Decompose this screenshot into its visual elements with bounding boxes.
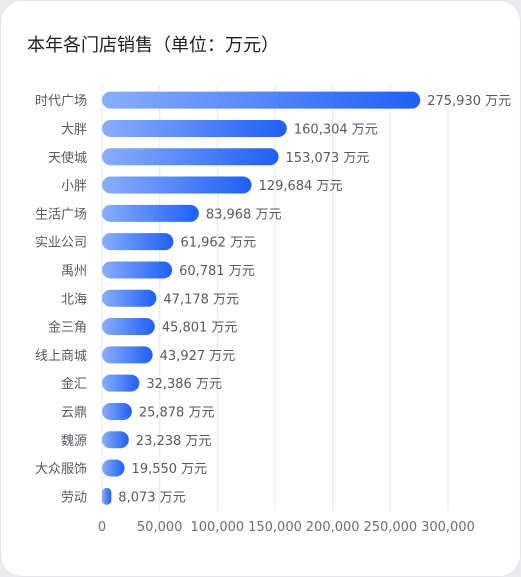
category-label: 云鼎 [61, 405, 87, 420]
value-label: 19,550 万元 [132, 462, 208, 477]
bar [102, 119, 287, 137]
value-label: 23,238 万元 [136, 434, 212, 449]
bar [102, 459, 125, 477]
bar [102, 346, 153, 364]
category-label: 禹州 [61, 264, 87, 279]
x-tick-label: 300,000 [421, 520, 475, 535]
bar [102, 402, 132, 420]
value-label: 45,801 万元 [162, 321, 238, 336]
value-label: 160,304 万元 [294, 122, 378, 137]
value-label: 47,178 万元 [163, 292, 239, 307]
bars [102, 91, 421, 505]
x-tick-label: 250,000 [363, 520, 417, 535]
bar [102, 487, 112, 505]
bar [102, 289, 157, 307]
bar [102, 431, 129, 449]
chart-title: 本年各门店销售（单位：万元） [27, 35, 279, 56]
category-label: 大胖 [61, 122, 87, 137]
x-tick-label: 150,000 [248, 520, 302, 535]
bar [102, 148, 279, 166]
bar [102, 318, 155, 336]
x-tick-label: 200,000 [306, 520, 360, 535]
category-label: 劳动 [61, 489, 87, 505]
category-label: 金汇 [61, 376, 87, 392]
category-label: 实业公司 [35, 236, 87, 251]
x-axis-ticks: 0 50,000 100,000 150,000 200,000 250,000 300,0… [98, 520, 475, 535]
value-label: 129,684 万元 [259, 179, 343, 194]
category-label: 北海 [61, 292, 87, 307]
x-tick-label: 0 [98, 520, 106, 535]
bar [102, 204, 199, 222]
value-label: 61,962 万元 [180, 236, 256, 251]
bar [102, 233, 174, 251]
category-label: 魏源 [61, 434, 87, 449]
value-label: 25,878 万元 [139, 405, 215, 420]
x-tick-label: 50,000 [137, 520, 183, 535]
value-label: 153,073 万元 [286, 151, 370, 166]
category-label: 小胖 [61, 179, 87, 194]
bar [102, 374, 140, 392]
bar [102, 91, 421, 109]
category-label: 生活广场 [35, 207, 87, 222]
category-label: 时代广场 [35, 94, 87, 109]
value-label: 83,968 万元 [206, 207, 282, 222]
category-label: 天使城 [48, 150, 87, 166]
value-label: 32,386 万元 [146, 377, 222, 392]
bar [102, 176, 252, 194]
category-label: 金三角 [48, 320, 87, 336]
bar [102, 261, 173, 279]
value-label: 8,073 万元 [118, 490, 185, 505]
value-label: 60,781 万元 [179, 264, 255, 279]
value-label: 275,930 万元 [427, 94, 511, 109]
x-tick-label: 100,000 [190, 520, 244, 535]
category-label: 大众服饰 [35, 462, 87, 477]
value-label: 43,927 万元 [160, 349, 236, 364]
category-label: 线上商城 [35, 349, 87, 364]
